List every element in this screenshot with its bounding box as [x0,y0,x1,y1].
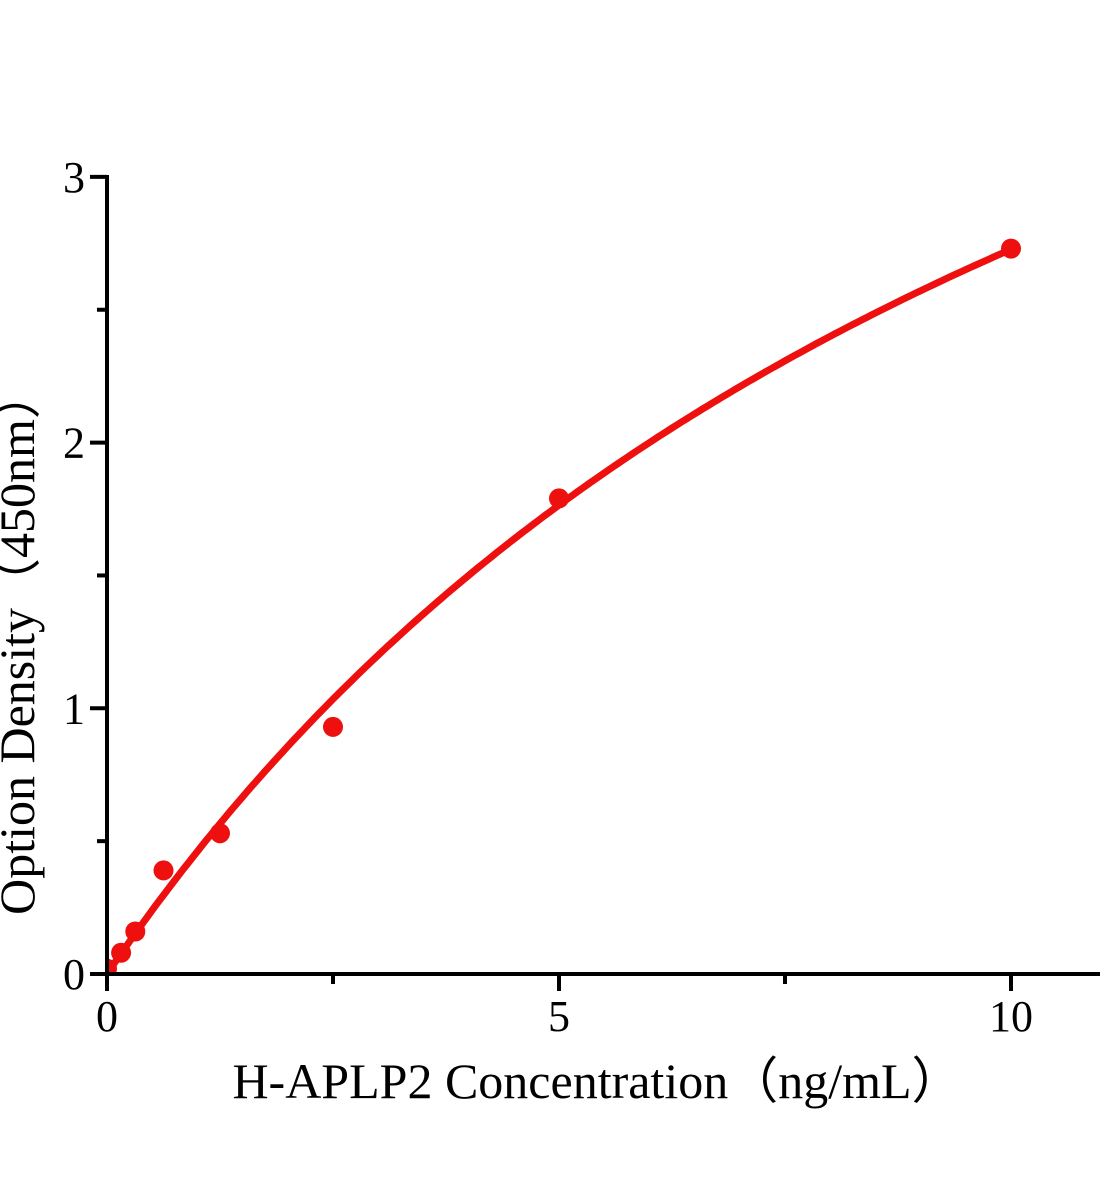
axes-layer: 0 5 10 0 1 2 3 [63,153,1100,1041]
fit-curve [109,245,1015,972]
y-tick-label: 2 [63,419,85,468]
y-tick-label: 1 [63,684,85,733]
data-point [549,488,569,509]
y-axis-title: Option Density（450nm） [0,369,45,915]
data-point [323,716,343,737]
data-point [1001,238,1021,259]
data-point [109,958,117,972]
data-point [210,823,230,844]
data-point [125,921,146,942]
data-points-layer [109,238,1021,972]
x-axis-title: H-APLP2 Concentration（ng/mL） [232,1053,961,1109]
x-tick-label: 10 [989,992,1033,1041]
y-tick-label: 3 [63,153,85,202]
x-tick-label: 5 [548,992,570,1041]
x-tick-label: 0 [96,992,118,1041]
data-point [153,860,174,881]
y-tick-label: 0 [63,950,85,999]
data-point [111,942,132,963]
fit-curve-layer [109,245,1015,972]
